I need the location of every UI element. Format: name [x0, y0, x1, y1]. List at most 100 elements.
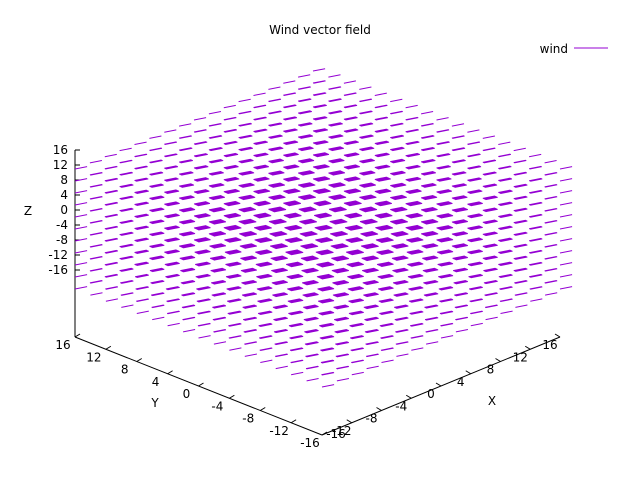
wind-vector	[198, 275, 211, 279]
x-tick-mark	[465, 370, 472, 375]
wind-vector	[275, 281, 288, 286]
wind-vector	[440, 227, 454, 231]
wind-vector	[381, 335, 394, 339]
wind-vector	[227, 190, 240, 194]
wind-vector	[411, 323, 424, 327]
wind-vector	[498, 153, 511, 158]
wind-vector	[377, 153, 390, 158]
wind-vector	[440, 263, 454, 267]
wind-vector	[530, 274, 543, 278]
wind-vector	[105, 262, 118, 266]
wind-vector	[336, 330, 349, 334]
y-tick-mark	[259, 407, 266, 411]
wind-vector	[226, 166, 239, 170]
wind-vector	[272, 172, 285, 176]
wind-vector	[283, 92, 296, 96]
x-axis-label: X	[488, 394, 496, 408]
y-tick-label: 8	[121, 363, 129, 377]
wind-vector	[396, 281, 409, 285]
wind-vector	[180, 147, 193, 152]
wind-vector	[350, 215, 363, 219]
y-tick-label: 4	[152, 375, 160, 389]
wind-vector	[410, 215, 423, 219]
wind-vector	[193, 117, 207, 121]
y-tick-label: -4	[211, 399, 223, 413]
wind-vector	[306, 366, 319, 370]
x-tick-mark	[435, 382, 442, 387]
wind-vector	[74, 274, 88, 278]
wind-vector	[104, 153, 117, 158]
wind-vector	[74, 238, 88, 242]
wind-vector	[529, 166, 542, 170]
wind-vector	[105, 250, 118, 254]
wind-vector	[260, 263, 273, 267]
wind-vector	[515, 244, 528, 248]
wind-vector	[393, 172, 406, 176]
wind-vector	[360, 123, 374, 127]
wind-vector	[411, 227, 424, 231]
wind-vector	[321, 348, 335, 352]
wind-vector	[514, 160, 527, 164]
wind-vector	[500, 310, 513, 314]
wind-vector	[468, 153, 481, 158]
wind-vector	[321, 372, 335, 376]
wind-vector	[381, 347, 394, 351]
wind-vector	[455, 317, 468, 321]
wind-vector	[275, 329, 288, 334]
wind-vector	[440, 287, 454, 291]
wind-vector	[302, 160, 315, 164]
y-tick-label: 16	[55, 338, 70, 352]
wind-vector	[229, 251, 242, 255]
wind-vector	[224, 117, 237, 121]
y-tick-mark	[290, 419, 297, 424]
wind-vector	[271, 160, 284, 164]
wind-vector	[90, 208, 103, 212]
wind-vector	[150, 160, 163, 164]
wind-vector	[336, 342, 349, 346]
wind-vector	[365, 221, 378, 225]
wind-vector	[321, 300, 335, 304]
y-tick-mark	[321, 431, 328, 436]
wind-vector	[396, 353, 409, 357]
wind-vector	[426, 269, 439, 273]
wind-vector	[213, 281, 227, 285]
wind-vector	[90, 292, 103, 296]
wind-vector	[350, 227, 363, 231]
wind-vector	[362, 147, 375, 152]
wind-vector	[559, 214, 573, 218]
z-tick-label: -16	[48, 263, 68, 277]
wind-vector	[241, 172, 255, 176]
wind-vector	[500, 214, 513, 218]
wind-vector	[74, 178, 88, 182]
wind-vector	[330, 111, 343, 115]
wind-vector	[275, 233, 288, 237]
x-tick-label: 12	[513, 350, 528, 364]
wind-vector	[440, 323, 454, 327]
wind-vector	[229, 227, 242, 231]
wind-vector	[239, 111, 252, 115]
wind-vector	[167, 190, 180, 194]
wind-vector	[183, 281, 196, 285]
wind-vector	[105, 202, 118, 206]
wind-vector	[366, 269, 379, 274]
wind-vector	[121, 196, 134, 200]
wind-vector	[360, 111, 373, 115]
wind-vector	[467, 129, 480, 133]
wind-vector	[244, 269, 257, 273]
wind-vector	[257, 190, 271, 194]
wind-vector	[500, 238, 513, 242]
wind-vector	[298, 86, 311, 90]
wind-vector	[321, 336, 335, 340]
wind-vector	[272, 184, 285, 188]
wind-vector	[136, 286, 149, 290]
wind-vector	[485, 208, 498, 213]
wind-vector	[213, 221, 227, 225]
wind-vector	[440, 311, 454, 315]
wind-vector	[167, 214, 180, 219]
wind-vector	[381, 239, 394, 243]
wind-vector	[545, 184, 558, 188]
wind-vector	[375, 117, 388, 121]
wind-vector	[240, 135, 253, 139]
wind-vector	[270, 135, 283, 139]
wind-vector	[136, 238, 149, 242]
